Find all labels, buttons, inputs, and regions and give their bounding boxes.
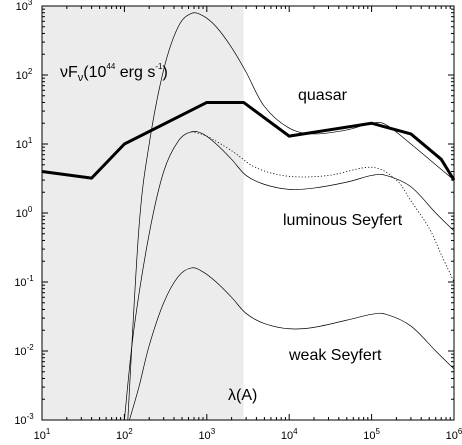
ylabel-annotation: νFν(1044 erg s-1) [60, 62, 168, 84]
series-line-2-dotted [191, 131, 455, 283]
x-tick-label: 101 [34, 427, 51, 442]
x-tick-label: 102 [116, 427, 133, 442]
series-label-luminous-seyfert: luminous Seyfert [283, 212, 403, 229]
x-tick-label: 106 [446, 427, 462, 442]
x-tick-label: 104 [281, 427, 298, 442]
y-tick-label: 10-3 [14, 412, 34, 427]
series-label-quasar: quasar [298, 87, 348, 104]
y-tick-label: 10-1 [14, 274, 34, 289]
y-tick-label: 100 [16, 205, 33, 220]
x-tick-label: 105 [363, 427, 380, 442]
series-line-1-thin [124, 131, 455, 421]
series-label-weak-seyfert: weak Seyfert [288, 347, 382, 364]
shaded-region [42, 6, 244, 420]
y-tick-label: 10-2 [14, 343, 34, 358]
y-tick-label: 102 [16, 67, 33, 82]
y-tick-label: 103 [16, 0, 33, 13]
series-line-0-thin [127, 12, 455, 421]
x-tick-label: 103 [198, 427, 215, 442]
y-tick-label: 101 [16, 136, 33, 151]
x-axis-label: λ(A) [228, 387, 257, 404]
series-line-3-thin [129, 267, 455, 421]
series-line-4-thick [41, 100, 456, 181]
